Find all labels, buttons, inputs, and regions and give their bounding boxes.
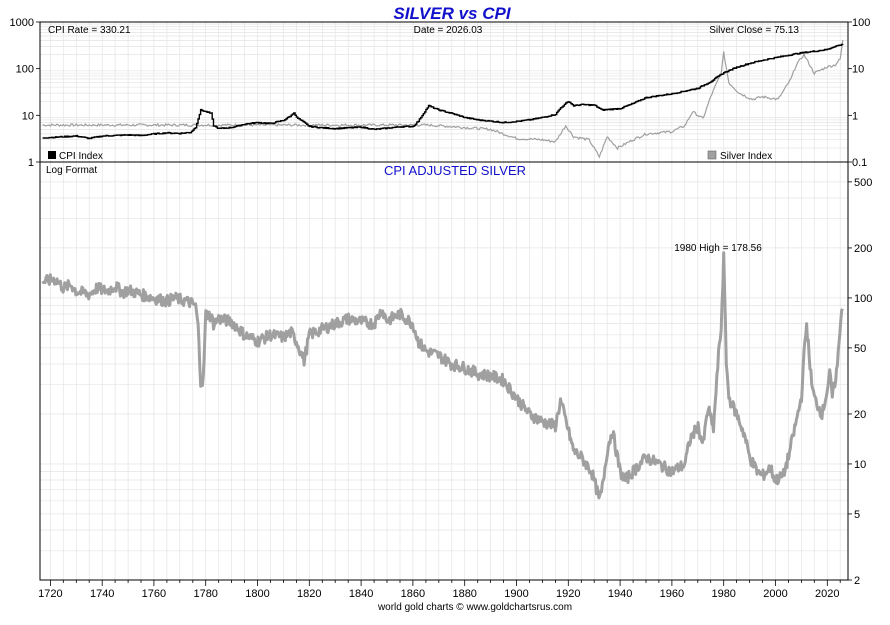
x-tick-label: 1740 [90, 588, 114, 600]
x-tick-label: 1860 [401, 588, 425, 600]
adjusted-axis-label: 500 [854, 177, 872, 189]
adjusted-axis-label: 50 [854, 343, 866, 355]
cpi-axis-label: 1000 [10, 17, 34, 29]
x-tick-label: 1900 [504, 588, 528, 600]
x-tick-label: 1980 [711, 588, 735, 600]
adjusted-axis-label: 20 [854, 409, 866, 421]
x-tick-label: 1760 [142, 588, 166, 600]
cpi-rate-label: CPI Rate = 330.21 [48, 25, 131, 36]
x-tick-label: 1920 [556, 588, 580, 600]
x-tick-label: 2000 [763, 588, 787, 600]
gridlines [40, 22, 848, 581]
x-tick-label: 1780 [193, 588, 217, 600]
cpi-legend-label: CPI Index [59, 151, 103, 162]
series-layer [41, 39, 844, 500]
x-tick-label: 1880 [452, 588, 476, 600]
bottom-panel-title: CPI ADJUSTED SILVER [384, 163, 526, 178]
silver-axis-label: 1 [852, 110, 858, 122]
silver-index-line [42, 39, 844, 159]
adjusted-axis-label: 200 [854, 243, 872, 255]
x-tick-label: 1840 [349, 588, 373, 600]
cpi-axis-label: 100 [16, 64, 34, 76]
bottom-panel-frame [39, 161, 849, 581]
x-tick-label: 1720 [38, 588, 62, 600]
cpi-adjusted-silver-line [41, 251, 844, 500]
cpi-legend-swatch [48, 151, 56, 159]
axis-layer: 1720 1740 1760 1780 1800 1820 1840 1860 1880 1900… [10, 17, 873, 600]
x-tick-label: 2020 [815, 588, 839, 600]
date-label: Date = 2026.03 [414, 25, 483, 36]
log-format-label: Log Format [46, 165, 97, 176]
silver-axis-label: 0.1 [852, 157, 867, 169]
x-tick-label: 1960 [660, 588, 684, 600]
chart-title: SILVER vs CPI [393, 4, 511, 23]
silver-legend-label: Silver Index [720, 151, 772, 162]
adjusted-axis-label: 100 [854, 293, 872, 305]
silver-axis-label: 10 [852, 64, 864, 76]
cpi-axis-label: 1 [28, 157, 34, 169]
x-tick-label: 1940 [608, 588, 632, 600]
footer-credit: world gold charts © www.goldchartsrus.co… [377, 602, 572, 613]
adjusted-axis-label: 2 [854, 575, 860, 587]
silver-close-label: Silver Close = 75.13 [709, 25, 799, 36]
high-annotation: 1980 High = 178.56 [674, 243, 762, 254]
silver-legend-swatch [707, 150, 717, 160]
cpi-axis-label: 10 [22, 110, 34, 122]
x-tick-label: 1800 [245, 588, 269, 600]
cpi-index-line [42, 43, 844, 140]
silver-axis-label: 100 [852, 17, 870, 29]
x-tick-label: 1820 [297, 588, 321, 600]
adjusted-axis-label: 10 [854, 459, 866, 471]
adjusted-axis-label: 5 [854, 509, 860, 521]
